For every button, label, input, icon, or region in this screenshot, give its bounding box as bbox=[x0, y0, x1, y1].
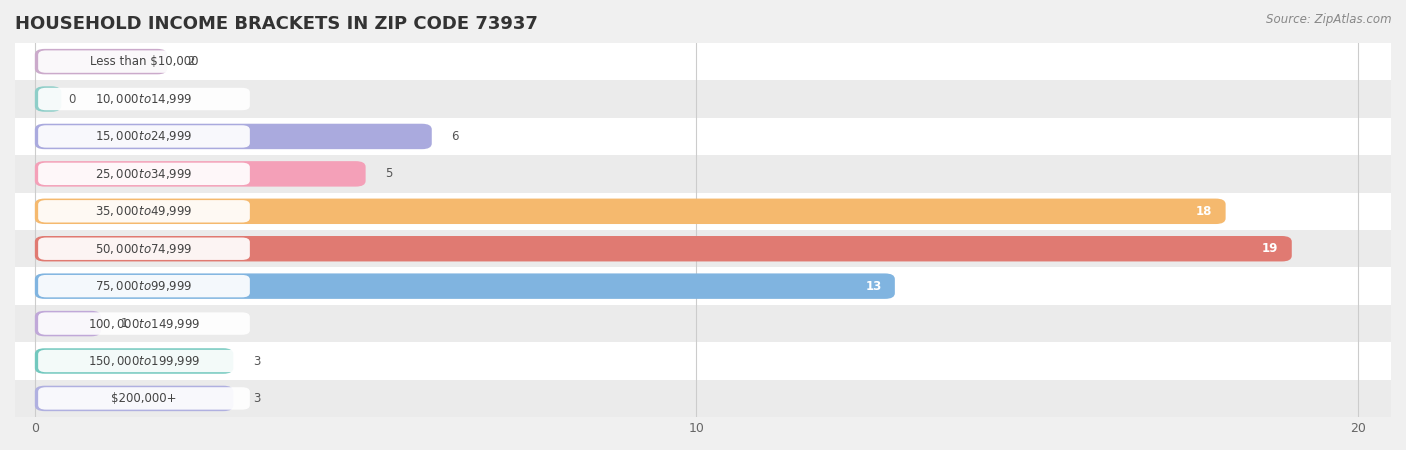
Text: $10,000 to $14,999: $10,000 to $14,999 bbox=[96, 92, 193, 106]
Text: Less than $10,000: Less than $10,000 bbox=[90, 55, 198, 68]
Bar bbox=[15, 230, 1391, 267]
FancyBboxPatch shape bbox=[38, 350, 250, 372]
Text: HOUSEHOLD INCOME BRACKETS IN ZIP CODE 73937: HOUSEHOLD INCOME BRACKETS IN ZIP CODE 73… bbox=[15, 15, 538, 33]
Text: 6: 6 bbox=[451, 130, 460, 143]
Bar bbox=[15, 267, 1391, 305]
Text: 5: 5 bbox=[385, 167, 392, 180]
Text: 0: 0 bbox=[67, 93, 76, 106]
FancyBboxPatch shape bbox=[38, 200, 250, 222]
Text: $25,000 to $34,999: $25,000 to $34,999 bbox=[96, 167, 193, 181]
Text: 19: 19 bbox=[1263, 242, 1278, 255]
Bar bbox=[15, 380, 1391, 417]
FancyBboxPatch shape bbox=[35, 161, 366, 187]
Text: $75,000 to $99,999: $75,000 to $99,999 bbox=[96, 279, 193, 293]
Bar bbox=[15, 305, 1391, 342]
FancyBboxPatch shape bbox=[35, 236, 1292, 261]
Text: 18: 18 bbox=[1197, 205, 1212, 218]
FancyBboxPatch shape bbox=[38, 125, 250, 148]
Text: $35,000 to $49,999: $35,000 to $49,999 bbox=[96, 204, 193, 218]
Text: $15,000 to $24,999: $15,000 to $24,999 bbox=[96, 130, 193, 144]
Bar bbox=[15, 342, 1391, 380]
FancyBboxPatch shape bbox=[35, 86, 62, 112]
Text: 2: 2 bbox=[187, 55, 194, 68]
FancyBboxPatch shape bbox=[35, 198, 1226, 224]
FancyBboxPatch shape bbox=[35, 274, 894, 299]
FancyBboxPatch shape bbox=[35, 386, 233, 411]
Bar bbox=[15, 193, 1391, 230]
FancyBboxPatch shape bbox=[38, 312, 250, 335]
FancyBboxPatch shape bbox=[38, 88, 250, 110]
FancyBboxPatch shape bbox=[38, 275, 250, 297]
Text: Source: ZipAtlas.com: Source: ZipAtlas.com bbox=[1267, 14, 1392, 27]
FancyBboxPatch shape bbox=[35, 49, 167, 74]
FancyBboxPatch shape bbox=[38, 387, 250, 410]
Text: 1: 1 bbox=[121, 317, 128, 330]
Text: 3: 3 bbox=[253, 392, 260, 405]
FancyBboxPatch shape bbox=[38, 238, 250, 260]
FancyBboxPatch shape bbox=[35, 311, 101, 336]
FancyBboxPatch shape bbox=[38, 163, 250, 185]
Text: 3: 3 bbox=[253, 355, 260, 368]
Bar bbox=[15, 155, 1391, 193]
Text: $150,000 to $199,999: $150,000 to $199,999 bbox=[87, 354, 200, 368]
Text: 13: 13 bbox=[865, 279, 882, 292]
FancyBboxPatch shape bbox=[35, 348, 233, 374]
Bar bbox=[15, 43, 1391, 80]
FancyBboxPatch shape bbox=[35, 124, 432, 149]
Text: $50,000 to $74,999: $50,000 to $74,999 bbox=[96, 242, 193, 256]
Text: $200,000+: $200,000+ bbox=[111, 392, 177, 405]
Text: $100,000 to $149,999: $100,000 to $149,999 bbox=[87, 317, 200, 331]
Bar bbox=[15, 118, 1391, 155]
Bar bbox=[15, 80, 1391, 118]
FancyBboxPatch shape bbox=[38, 50, 250, 73]
